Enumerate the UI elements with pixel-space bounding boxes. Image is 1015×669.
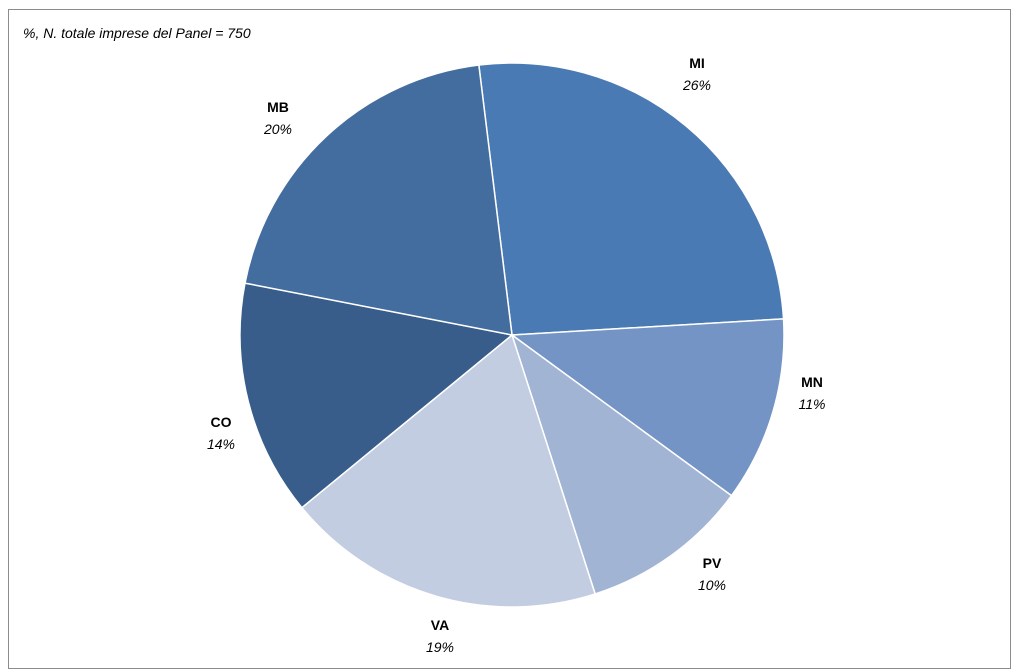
slice-label-pv: PV	[703, 555, 722, 571]
pie-slice-mb	[244, 64, 513, 336]
slice-value-mn: 11%	[799, 396, 826, 412]
pie-slice-co	[239, 282, 514, 509]
slice-label-va: VA	[431, 617, 449, 633]
pie-slice-pv	[510, 333, 733, 595]
chart-subtitle: %, N. totale imprese del Panel = 750	[23, 25, 251, 41]
slice-label-mn: MN	[801, 374, 823, 390]
slice-value-mb: 20%	[263, 121, 292, 137]
slice-value-mi: 26%	[682, 77, 711, 93]
slice-label-mb: MB	[267, 99, 289, 115]
slice-label-mi: MI	[689, 55, 705, 71]
pie-slice-mi	[478, 62, 785, 336]
slice-value-pv: 10%	[698, 577, 726, 593]
slice-label-co: CO	[211, 414, 232, 430]
pie-slice-va	[300, 333, 597, 608]
pie-slice-mn	[509, 318, 785, 497]
slice-value-co: 14%	[207, 436, 235, 452]
slice-value-va: 19%	[426, 639, 454, 655]
